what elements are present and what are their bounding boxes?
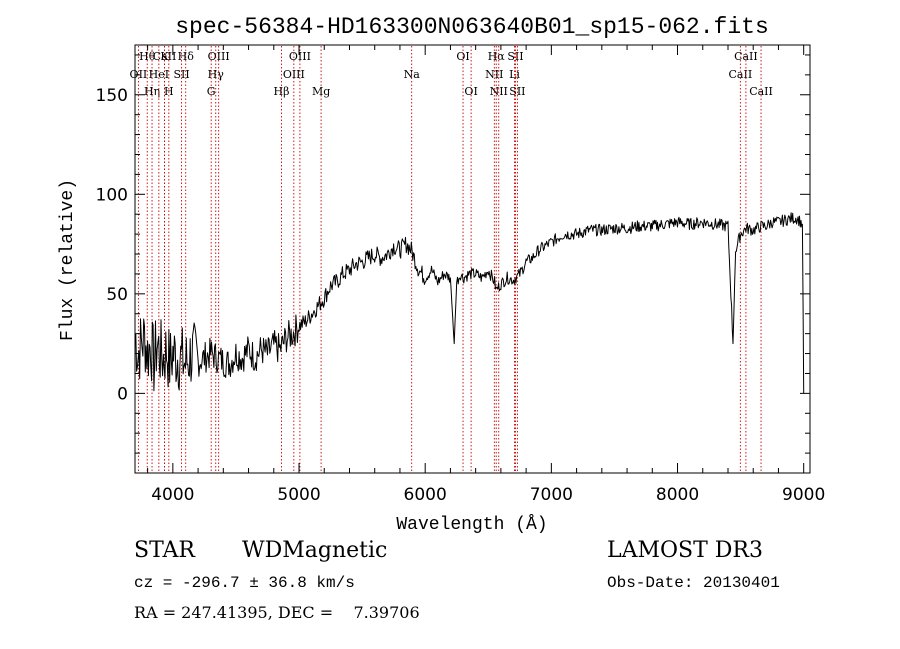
- line-marker-label: Li: [509, 68, 520, 81]
- y-tick-label: 0: [117, 384, 128, 404]
- survey-label: LAMOST DR3: [607, 538, 763, 563]
- line-marker-label: Na: [404, 68, 421, 81]
- spectrum-series: [135, 212, 805, 394]
- line-marker-label: Hθ: [139, 50, 156, 63]
- y-tick-label: 50: [106, 285, 128, 305]
- line-marker-label: NII: [490, 85, 508, 98]
- line-marker-label: OIII: [208, 50, 230, 63]
- chart-title: spec-56384-HD163300N063640B01_sp15-062.f…: [175, 14, 769, 40]
- line-marker-label: SII: [173, 68, 189, 81]
- plot-frame: [134, 44, 811, 474]
- line-marker-label: Mg: [312, 85, 330, 98]
- spectrum-line: [135, 212, 805, 394]
- line-marker-label: SII: [507, 50, 523, 63]
- redshift-velocity: cz = -296.7 ± 36.8 km/s: [134, 574, 355, 592]
- x-tick-label: 6000: [404, 485, 447, 505]
- y-axis: 0 50 100 150: [96, 54, 810, 454]
- coordinates: RA = 247.41395, DEC = 7.39706: [134, 603, 420, 622]
- x-axis-label: Wavelength (Å): [396, 514, 547, 535]
- line-marker-label: Hγ: [208, 68, 225, 81]
- observation-date: Obs-Date: 20130401: [607, 574, 780, 592]
- object-class: STAR: [134, 538, 195, 563]
- x-axis: 4000 5000 6000 7000 8000 9000: [147, 45, 825, 505]
- x-tick-label: 8000: [656, 485, 699, 505]
- line-marker-label: G: [207, 85, 216, 98]
- line-marker-label: OI: [464, 85, 477, 98]
- line-marker-label: Hα: [488, 50, 506, 63]
- line-marker-label: OIII: [283, 68, 305, 81]
- line-marker-label: CaII: [729, 68, 753, 81]
- x-tick-label: 7000: [530, 485, 573, 505]
- line-marker-label: OIII: [289, 50, 311, 63]
- x-tick-label: 9000: [782, 485, 825, 505]
- line-marker-label: HeI: [149, 68, 169, 81]
- object-subclass: WDMagnetic: [242, 538, 388, 563]
- y-tick-label: 150: [96, 86, 128, 106]
- line-marker-label: CaII: [734, 50, 758, 63]
- line-marker-label: OI: [456, 50, 469, 63]
- line-marker-label: CaII: [749, 85, 773, 98]
- y-axis-label: Flux (relative): [58, 179, 78, 341]
- line-marker-label: NII: [485, 68, 503, 81]
- line-marker-label: Hβ: [274, 85, 290, 98]
- line-marker-label: K: [160, 50, 169, 63]
- y-tick-label: 100: [96, 185, 128, 205]
- line-marker-label: SII: [509, 85, 525, 98]
- line-marker-label: Hη: [144, 85, 160, 98]
- x-tick-label: 5000: [277, 485, 320, 505]
- x-tick-label: 4000: [151, 485, 194, 505]
- line-marker-label: H: [164, 85, 174, 98]
- line-marker-label: Hδ: [178, 50, 195, 63]
